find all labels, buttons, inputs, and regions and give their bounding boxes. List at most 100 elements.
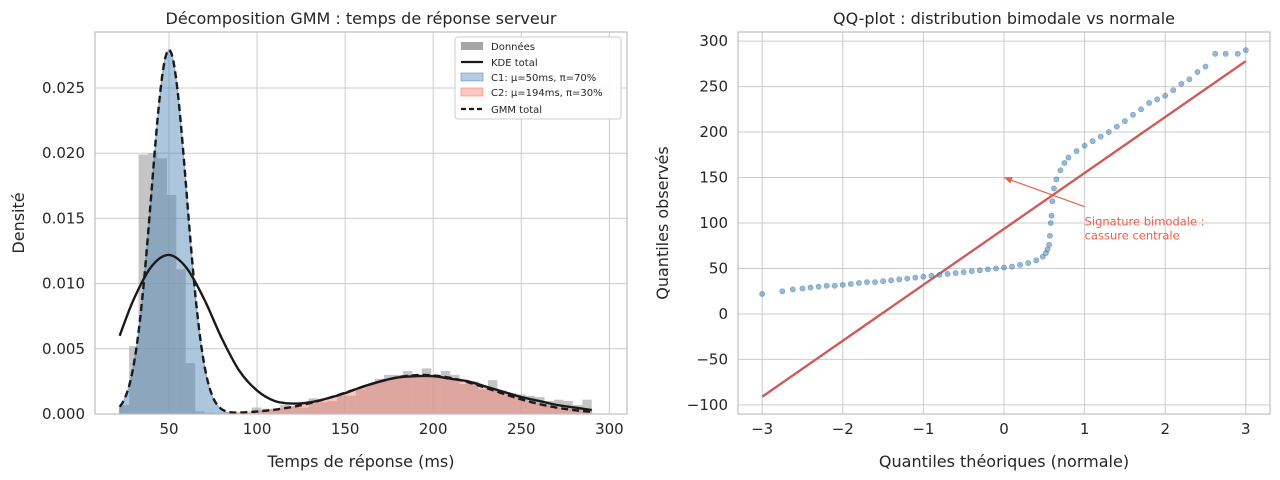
- qq-x-ticks: −3 −2 −1 0 1 2 3: [751, 420, 1250, 438]
- hist-bar-40: [497, 390, 507, 414]
- hist-bar-37: [469, 381, 479, 414]
- hist-bar-5: [166, 194, 177, 414]
- qq-point-50: [1105, 129, 1112, 135]
- gmm-total-line: [118, 48, 592, 414]
- legend-swatch-c1: [460, 72, 484, 82]
- qq-plot-frame: [737, 31, 1271, 415]
- qq-grid: [738, 32, 1270, 414]
- qq-x-tick-1: −2: [832, 420, 854, 438]
- qq-point-53: [1130, 111, 1136, 118]
- gmm-x-tick-150: 150: [331, 420, 360, 438]
- qq-point-29: [1009, 263, 1015, 270]
- legend-label-kde: KDE total: [491, 58, 538, 69]
- hist-bar-25: [355, 389, 366, 414]
- annotation-arrowhead: [1004, 176, 1013, 184]
- hist-bar-8: [195, 411, 205, 414]
- qq-point-26: [984, 266, 991, 273]
- qq-point-33: [1039, 253, 1046, 260]
- gmm-x-tick-200: 200: [419, 420, 448, 438]
- hist-bar-46: [553, 399, 564, 414]
- qq-point-47: [1081, 142, 1088, 149]
- hist-bar-44: [535, 397, 545, 414]
- hist-bar-32: [421, 368, 432, 414]
- qq-point-36: [1046, 241, 1053, 248]
- qq-y-tick-5: 150: [699, 169, 728, 187]
- hist-bar-43: [525, 395, 536, 414]
- qq-point-13: [880, 278, 886, 285]
- hist-bar-22: [327, 400, 337, 414]
- qq-y-tick-8: 300: [699, 32, 728, 50]
- qq-point-45: [1065, 154, 1072, 161]
- qq-point-25: [976, 267, 983, 274]
- qq-point-18: [920, 273, 927, 280]
- hist-bar-33: [431, 376, 441, 414]
- gmm-x-tick-300: 300: [595, 420, 624, 438]
- qq-point-15: [896, 276, 903, 283]
- qq-point-54: [1138, 106, 1144, 113]
- qq-point-12: [872, 279, 878, 286]
- qq-point-63: [1212, 50, 1219, 57]
- qq-point-56: [1154, 96, 1161, 103]
- hist-bar-34: [440, 370, 451, 414]
- hist-bar-6: [176, 269, 186, 414]
- qq-x-axis-label: Quantiles théoriques (normale): [879, 452, 1129, 471]
- qq-point-59: [1178, 80, 1185, 87]
- qq-x-tick-3: 0: [999, 420, 1009, 438]
- reference-line: [761, 60, 1247, 398]
- qq-point-19: [928, 272, 935, 279]
- qq-point-48: [1089, 138, 1096, 145]
- qq-point-22: [952, 270, 959, 276]
- hist-bar-30: [402, 370, 413, 414]
- qq-x-tick-5: 2: [1160, 420, 1170, 438]
- gmm-y-tick-0: 0.000: [42, 405, 85, 423]
- gmm-plot-frame: [94, 31, 628, 415]
- qq-point-42: [1053, 176, 1060, 183]
- legend-label-donnees: Données: [491, 41, 535, 53]
- qq-y-ticks: −100 −50 0 50 100 150 200 250 300: [687, 32, 728, 414]
- qq-point-21: [944, 271, 951, 277]
- hist-bar-27: [374, 378, 385, 414]
- hist-bar-19: [299, 407, 309, 414]
- qq-point-14: [888, 277, 895, 284]
- gmm-y-axis-label: Densité: [9, 192, 28, 253]
- hist-bar-38: [478, 389, 488, 414]
- legend-label-c1: C1: μ=50ms, π=70%: [491, 73, 596, 84]
- qq-y-tick-4: 100: [699, 214, 728, 232]
- gmm-y-tick-1: 0.005: [42, 340, 85, 358]
- hist-bar-35: [450, 374, 460, 414]
- hist-bar-28: [384, 374, 394, 414]
- qq-point-64: [1222, 50, 1229, 57]
- qq-point-7: [831, 282, 838, 289]
- qq-point-65: [1234, 50, 1241, 57]
- qq-point-27: [993, 265, 999, 272]
- qq-point-44: [1061, 160, 1068, 166]
- legend: Données KDE total C1: μ=50ms, π=70% C2: …: [454, 36, 622, 120]
- qq-point-28: [1001, 264, 1007, 271]
- qq-point-8: [839, 281, 846, 288]
- qq-y-tick-2: 0: [718, 305, 728, 323]
- hist-bar-41: [506, 393, 517, 414]
- qq-point-16: [904, 275, 911, 282]
- legend-label-c2: C2: μ=194ms, π=30%: [491, 88, 603, 99]
- qq-point-55: [1146, 100, 1152, 106]
- legend-box: [454, 36, 622, 120]
- gmm-x-tick-250: 250: [507, 420, 536, 438]
- gmm-x-tick-100: 100: [243, 420, 272, 438]
- qq-point-9: [847, 281, 854, 287]
- qq-y-tick-1: −50: [696, 350, 728, 368]
- qq-point-32: [1033, 257, 1040, 264]
- qq-point-51: [1113, 123, 1120, 130]
- hist-bar-31: [412, 374, 422, 414]
- hist-bar-45: [544, 400, 554, 414]
- qq-point-52: [1122, 118, 1128, 125]
- qq-point-39: [1048, 212, 1055, 219]
- hist-bar-49: [582, 399, 592, 414]
- gmm-y-ticks: 0.000 0.005 0.010 0.015 0.020 0.025: [42, 79, 85, 423]
- qq-point-58: [1170, 87, 1177, 94]
- qq-point-31: [1025, 260, 1032, 266]
- qq-point-66: [1242, 47, 1249, 54]
- qq-point-43: [1057, 167, 1064, 174]
- qq-point-24: [968, 268, 975, 275]
- hist-bar-36: [459, 384, 470, 414]
- hist-bar-24: [346, 395, 356, 414]
